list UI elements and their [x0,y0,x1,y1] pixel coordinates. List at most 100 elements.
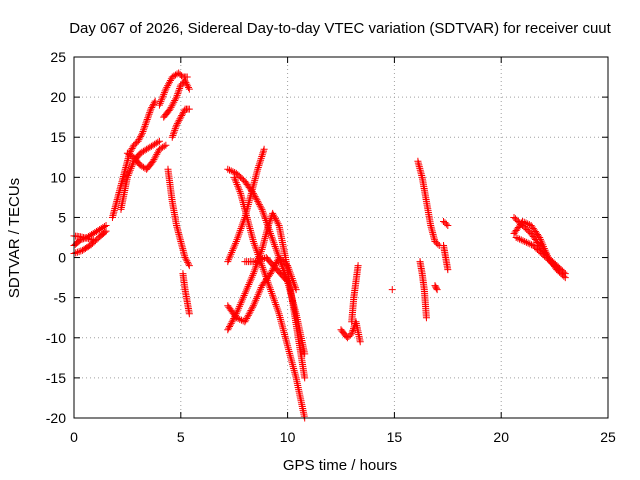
data-point [234,315,242,323]
data-point [516,235,524,243]
data-point [277,315,285,323]
data-point [138,129,146,137]
data-point [290,364,298,372]
series-arc-21 [414,157,443,250]
data-point [160,89,168,97]
data-point [182,255,190,263]
data-point [291,368,299,376]
data-point [173,93,181,101]
data-point [248,273,256,281]
data-point [232,314,240,322]
data-point [249,302,257,310]
data-point [422,314,430,322]
data-point [102,227,110,235]
data-point [185,85,193,93]
data-point [242,286,250,294]
data-point [257,154,265,162]
data-point [239,295,247,303]
data-point [149,102,157,110]
data-points [70,69,569,422]
data-point [284,344,292,352]
data-point [354,262,362,270]
data-point [288,357,296,365]
data-point [255,162,263,170]
data-point [520,218,528,226]
data-point [249,271,257,279]
data-point [166,105,174,113]
data-point [148,104,156,112]
data-point [560,268,568,276]
data-point [256,202,264,210]
data-point [160,90,168,98]
data-point [285,346,293,354]
data-point [290,366,298,374]
data-point [236,301,244,309]
data-point [185,262,193,270]
data-point [127,164,135,172]
data-point [162,141,170,149]
data-point [285,347,293,355]
data-point [233,180,241,188]
series-arc-28 [512,234,563,274]
data-point [538,239,546,247]
data-point [256,158,264,166]
data-point [232,179,240,187]
data-point [236,188,244,196]
data-point [170,98,178,106]
data-point [258,153,266,161]
data-point [229,168,237,176]
data-point [165,80,173,88]
data-point [248,305,256,313]
data-point [227,250,235,258]
data-point [245,281,253,289]
data-point [173,91,181,99]
data-point [260,145,268,153]
data-point [125,170,133,178]
data-point [540,244,548,252]
data-point [154,138,162,146]
chart-title: Day 067 of 2026, Sidereal Day-to-day VTE… [69,20,611,37]
data-point [176,115,184,123]
data-point [226,323,234,331]
data-point [175,86,183,94]
data-point [232,239,240,247]
data-point [184,83,192,91]
data-point [526,240,534,248]
data-point [289,361,297,369]
data-point [161,87,169,95]
data-point [242,316,250,324]
data-point [243,313,251,321]
data-point [444,266,452,274]
data-point [280,329,288,337]
data-point [234,306,242,314]
data-point [101,228,109,236]
data-point [232,177,240,185]
x-tick-label: 25 [600,429,616,445]
grid-lines [74,57,608,418]
data-point [183,73,191,81]
y-tick-label: 20 [50,89,66,105]
data-point [301,374,309,382]
data-point [541,246,549,254]
data-point [184,260,192,268]
data-point [266,216,274,224]
data-point [146,107,154,115]
data-point [253,196,261,204]
data-point [246,308,254,316]
y-tick-label: -15 [46,370,66,386]
data-point [140,124,148,132]
data-point [139,127,147,135]
series-arc-9 [168,105,193,141]
data-point [228,318,236,326]
data-point [182,79,190,87]
data-point [149,157,157,165]
series-arc-8 [160,77,193,121]
data-point [512,234,520,241]
data-point [170,128,178,136]
data-point [236,315,244,323]
data-point [158,96,166,104]
data-point [226,321,234,329]
data-point [72,249,80,257]
data-point [141,122,149,130]
data-point [257,204,265,212]
